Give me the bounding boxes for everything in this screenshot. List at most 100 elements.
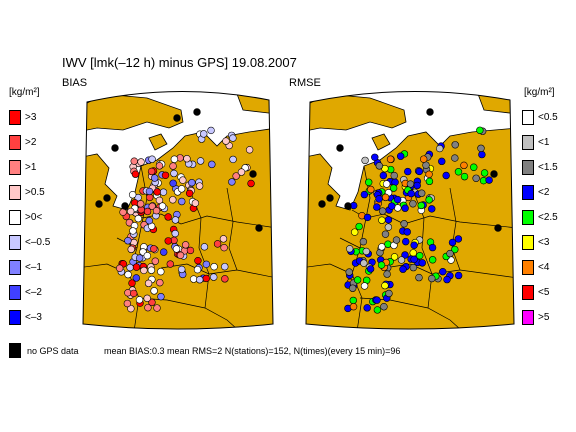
station-marker xyxy=(157,267,165,276)
station-marker xyxy=(245,146,254,154)
station-marker xyxy=(388,202,396,210)
station-marker xyxy=(222,137,230,145)
station-marker xyxy=(160,248,168,256)
station-marker xyxy=(360,259,368,267)
station-marker xyxy=(425,170,433,179)
station-marker xyxy=(451,141,459,149)
station-marker xyxy=(460,172,469,181)
station-marker xyxy=(136,200,145,208)
station-marker xyxy=(460,161,468,170)
station-marker xyxy=(407,189,415,198)
station-marker xyxy=(373,306,382,314)
rmse-legend-label: <0.5 xyxy=(538,112,558,123)
rmse-legend-label: <1.5 xyxy=(538,162,558,173)
station-marker xyxy=(202,260,211,269)
station-marker xyxy=(195,275,204,284)
station-marker xyxy=(127,304,135,313)
station-marker xyxy=(143,294,151,303)
station-marker xyxy=(436,144,444,153)
station-marker xyxy=(144,303,152,312)
station-marker xyxy=(384,223,393,231)
station-marker xyxy=(443,275,451,284)
station-marker xyxy=(490,170,498,178)
station-marker xyxy=(380,303,388,311)
station-marker xyxy=(401,251,409,259)
station-marker xyxy=(148,298,156,307)
station-marker xyxy=(219,235,228,243)
rmse-legend-swatch xyxy=(522,160,534,175)
station-marker xyxy=(381,281,389,290)
station-marker xyxy=(176,251,185,259)
station-marker xyxy=(345,245,354,253)
station-marker xyxy=(390,171,398,180)
rmse-map xyxy=(305,90,515,330)
station-marker xyxy=(428,256,437,264)
station-marker xyxy=(399,265,407,273)
station-marker xyxy=(143,251,151,260)
map-frame xyxy=(305,90,515,330)
station-marker xyxy=(188,179,196,187)
station-marker xyxy=(446,249,454,258)
station-marker xyxy=(193,108,201,116)
bias-legend-swatch xyxy=(9,310,21,325)
station-marker xyxy=(156,278,164,287)
station-marker xyxy=(124,237,132,245)
station-marker xyxy=(237,168,246,176)
station-marker xyxy=(409,263,418,272)
station-marker xyxy=(409,249,417,257)
station-marker xyxy=(170,155,179,163)
land-area xyxy=(371,133,391,151)
station-marker xyxy=(155,162,164,170)
bias-legend-label: >2 xyxy=(25,137,37,148)
station-marker xyxy=(375,195,383,203)
station-marker xyxy=(439,267,447,276)
station-marker xyxy=(153,188,161,196)
country-border xyxy=(449,187,461,271)
station-marker xyxy=(415,167,424,176)
station-marker xyxy=(127,207,135,216)
station-marker xyxy=(360,190,369,199)
rmse-legend-label: >5 xyxy=(538,312,550,323)
station-marker xyxy=(378,207,387,215)
station-marker xyxy=(148,155,156,163)
station-marker xyxy=(349,296,357,305)
station-marker xyxy=(454,271,463,280)
station-marker xyxy=(367,185,375,194)
station-marker xyxy=(378,243,386,251)
bias-legend-label: >3 xyxy=(25,112,37,123)
station-marker xyxy=(210,273,218,281)
country-border xyxy=(160,263,273,279)
station-marker xyxy=(128,191,137,199)
station-marker xyxy=(448,238,457,247)
station-marker xyxy=(418,259,426,267)
station-marker xyxy=(336,144,344,152)
station-marker xyxy=(196,157,205,165)
station-marker xyxy=(140,266,148,275)
station-marker xyxy=(151,257,159,265)
station-marker xyxy=(454,168,463,176)
station-marker xyxy=(169,162,177,170)
station-marker xyxy=(155,196,164,205)
station-marker xyxy=(400,220,408,228)
station-marker xyxy=(381,193,390,202)
rmse-legend-swatch xyxy=(522,260,534,275)
station-marker xyxy=(365,178,373,186)
station-marker xyxy=(485,176,493,184)
no-gps-swatch xyxy=(9,343,21,358)
station-marker xyxy=(355,222,363,231)
country-border xyxy=(339,237,361,249)
station-marker xyxy=(145,187,154,196)
station-marker xyxy=(383,270,391,278)
station-marker xyxy=(389,184,398,192)
station-marker xyxy=(171,216,180,224)
station-marker xyxy=(161,171,170,179)
station-marker xyxy=(363,213,372,222)
country-border xyxy=(306,263,353,275)
station-marker xyxy=(170,169,178,178)
land-area xyxy=(148,133,168,151)
bias-legend-swatch xyxy=(9,160,21,175)
station-marker xyxy=(417,201,425,210)
station-marker xyxy=(191,199,200,207)
station-marker xyxy=(438,157,446,166)
station-marker xyxy=(385,289,393,298)
